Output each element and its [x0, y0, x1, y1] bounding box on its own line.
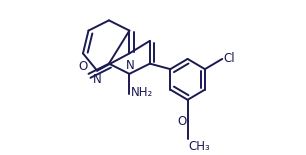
Text: O: O	[177, 115, 186, 128]
Text: O: O	[78, 60, 88, 73]
Text: N: N	[126, 59, 135, 72]
Text: NH₂: NH₂	[131, 86, 154, 99]
Text: Cl: Cl	[223, 52, 235, 65]
Text: N: N	[93, 73, 102, 86]
Text: CH₃: CH₃	[188, 140, 210, 153]
